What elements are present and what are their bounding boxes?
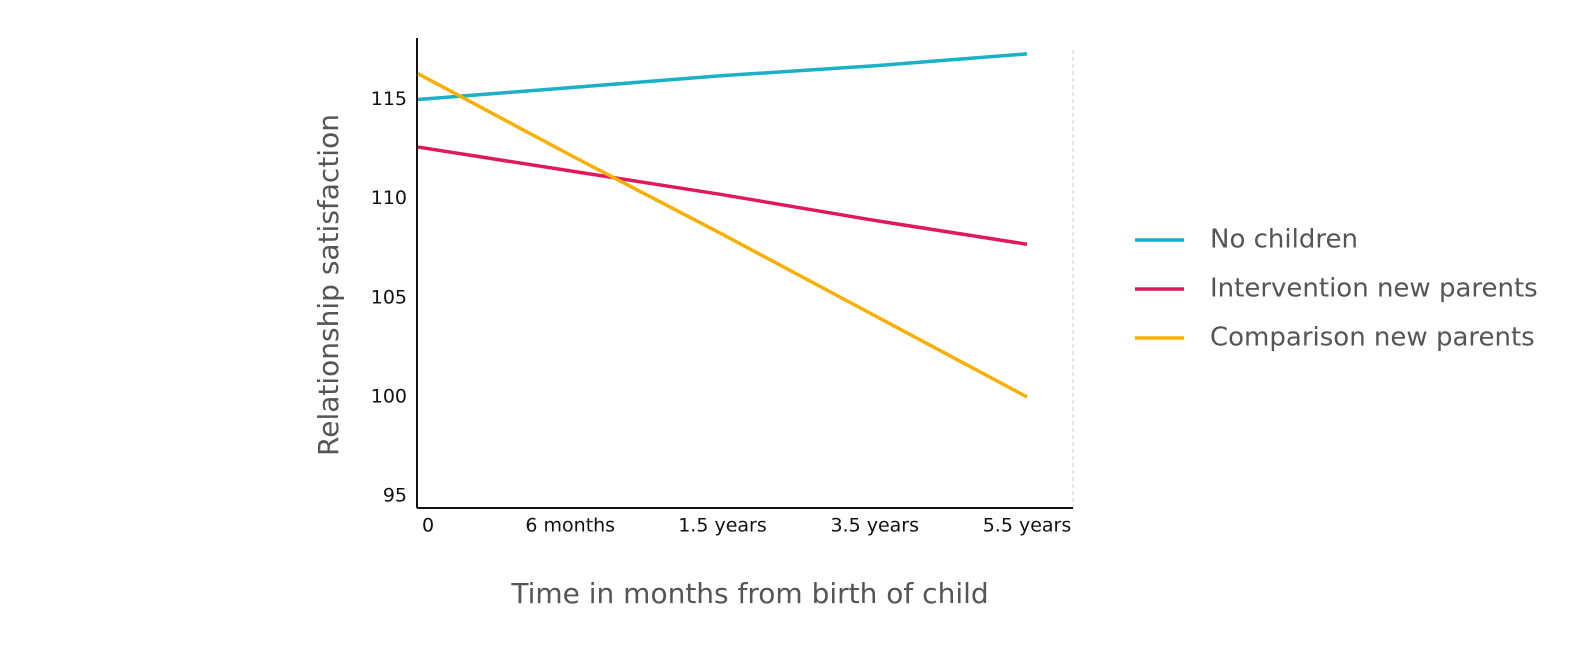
x-tick-label: 0 [422,515,434,537]
x-tick-label: 5.5 years [983,515,1072,537]
x-axis-title: Time in months from birth of child [510,577,988,610]
x-tick-label: 6 months [525,515,615,537]
series-line [417,72,1028,399]
series-line [417,52,1028,102]
legend-label: Intervention new parents [1210,274,1538,304]
x-tick-label: 3.5 years [830,515,919,537]
y-tick-label: 100 [371,385,407,407]
y-tick-label: 110 [371,187,407,209]
y-tick-label: 95 [383,485,407,507]
legend-label: Comparison new parents [1210,323,1535,353]
y-tick-label: 115 [371,88,407,110]
x-tick-label: 1.5 years [678,515,767,537]
y-tick-label: 105 [371,286,407,308]
legend-label: No children [1210,225,1358,255]
series-line [417,145,1028,246]
y-axis-title: Relationship satisfaction [312,114,345,456]
